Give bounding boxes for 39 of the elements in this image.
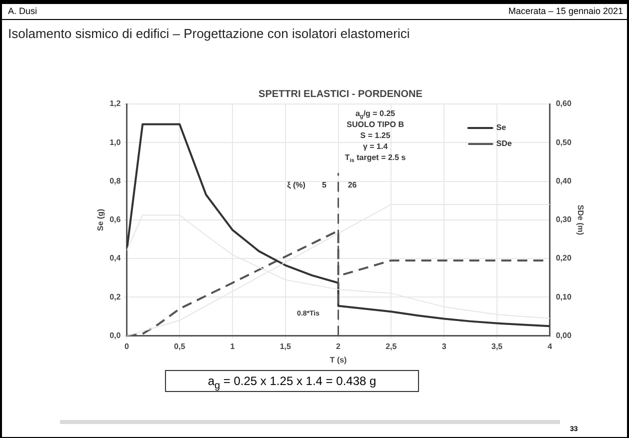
x-tick-label: 3 (442, 342, 447, 351)
x-tick-label: 1,5 (280, 342, 292, 351)
x-tick-label: 0,5 (174, 342, 186, 351)
x-tick-label: 4 (548, 342, 553, 351)
x-tick-label: 3,5 (491, 342, 504, 351)
y-tick-label: 0,6 (110, 215, 122, 224)
y-tick-label: 1,2 (110, 99, 122, 108)
y2-tick-label: 0,20 (556, 254, 572, 263)
chart-title: SPETTRI ELASTICI - PORDENONE (258, 88, 423, 100)
x-tick-label: 2,5 (386, 342, 398, 351)
annotation: 26 (348, 180, 358, 190)
annotation: S = 1.25 (360, 131, 391, 140)
annotation: 5 (322, 180, 328, 190)
y-tick-label: 0,0 (110, 331, 122, 340)
x-tick-label: 2 (336, 342, 342, 351)
y2-tick-label: 0,50 (556, 138, 572, 147)
x-tick-label: 0 (124, 342, 130, 351)
annotation: ξ (%) (287, 180, 306, 190)
y2-tick-label: 0,00 (556, 331, 572, 340)
text: a$_{g}$ = 0.25 x 1.25 x 1.4 = 0.438 g (165, 370, 419, 392)
chart-subtitle: Isolamento sismico di edifici – Progettazione con isolatori elastomerici (8, 26, 410, 41)
y-tick-label: 1,0 (110, 138, 122, 147)
legend-label: Se (496, 123, 507, 132)
y2-tick-label: 0,30 (556, 215, 572, 224)
legend-label: SDe (496, 139, 512, 148)
y-axis-title: Se (g) (96, 208, 106, 232)
y-tick-label: 0,2 (110, 292, 122, 302)
y2-axis-title: SDe (m) (576, 204, 585, 236)
text: A. Dusi (8, 5, 38, 18)
y-tick-label: 0,4 (110, 254, 122, 263)
text: Macerata – 15 gennaio 2021 (508, 5, 623, 18)
y2-tick-label: 0,60 (556, 99, 572, 108)
y2-tick-label: 0,40 (556, 176, 572, 186)
x-axis-title: T (s) (330, 355, 348, 364)
annotation: SUOLO TIPO B (346, 120, 404, 130)
y-tick-label: 0,8 (110, 176, 122, 186)
annotation: γ = 1.4 (362, 142, 388, 152)
x-tick-label: 1 (230, 342, 236, 351)
y2-tick-label: 0,10 (556, 292, 572, 302)
